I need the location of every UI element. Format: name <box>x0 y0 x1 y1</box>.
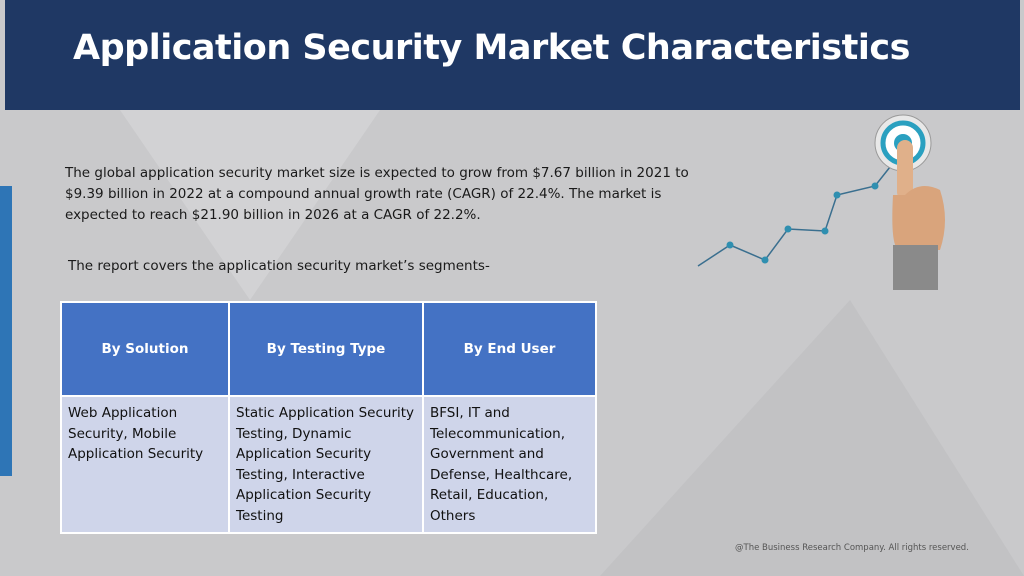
cell: Static Application Security Testing, Dyn… <box>228 395 424 534</box>
cell: BFSI, IT and Telecommunication, Governme… <box>422 395 597 534</box>
side-accent <box>0 186 12 476</box>
trend-line <box>697 147 906 267</box>
header-cell: By Testing Type <box>228 301 424 397</box>
footer: @The Business Research Company. All righ… <box>735 543 969 553</box>
header-cell: By Solution <box>60 301 230 397</box>
cell: Web Application Security, Mobile Applica… <box>60 395 230 534</box>
paragraph: The global application security market s… <box>65 165 689 223</box>
header-row: By Solution By Testing Type By End User <box>60 301 597 397</box>
title: Application Security Market Characterist… <box>73 28 910 68</box>
bg-shape <box>120 110 380 300</box>
trend-dots <box>726 182 879 264</box>
header-cell: By End User <box>422 301 597 397</box>
hand <box>892 140 945 290</box>
row: Web Application Security, Mobile Applica… <box>60 395 597 534</box>
bg-shape <box>600 300 1024 576</box>
segments-table: By Solution By Testing Type By End User … <box>60 301 597 534</box>
paragraph: The report covers the application securi… <box>68 258 490 274</box>
title-bar <box>5 0 1020 110</box>
